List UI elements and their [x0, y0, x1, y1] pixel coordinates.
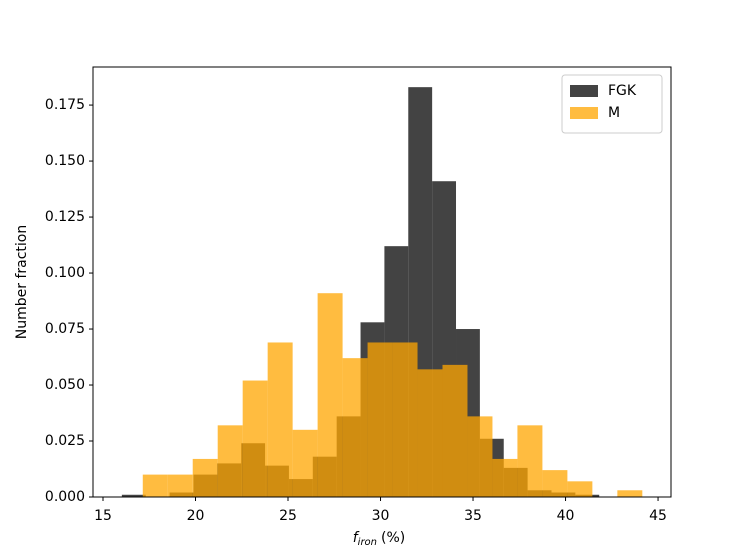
legend-label: FGK — [608, 83, 637, 99]
x-tick-label: 30 — [372, 508, 390, 524]
x-label-subscript: iron — [358, 537, 377, 548]
y-tick-label: 0.025 — [45, 433, 85, 449]
hist-bar — [517, 425, 543, 497]
hist-bar — [367, 342, 393, 497]
hist-bar — [567, 481, 593, 497]
hist-bar — [142, 474, 168, 497]
y-axis-label: Number fraction — [14, 225, 30, 339]
x-label-symbol: f — [353, 530, 360, 546]
y-tick-label: 0.150 — [45, 153, 85, 169]
x-label-unit: (%) — [381, 530, 405, 546]
hist-bar — [167, 474, 193, 497]
hist-bar — [267, 342, 293, 497]
legend-swatch — [570, 107, 598, 119]
legend-swatch — [570, 85, 598, 97]
hist-bar — [217, 425, 243, 497]
hist-bar — [467, 416, 493, 497]
hist-bar — [317, 293, 343, 497]
hist-bar — [342, 358, 368, 497]
legend-label: M — [608, 105, 620, 121]
hist-bar — [417, 369, 443, 497]
x-tick-label: 20 — [187, 508, 205, 524]
x-tick-label: 40 — [557, 508, 575, 524]
y-tick-label: 0.050 — [45, 377, 85, 393]
hist-bar — [442, 364, 468, 497]
y-tick-label: 0.075 — [45, 321, 85, 337]
hist-bar — [242, 380, 268, 497]
hist-bar — [492, 458, 518, 497]
plot-frame — [92, 66, 672, 498]
y-tick-label: 0.000 — [45, 489, 85, 505]
x-axis-label: firon (%) — [353, 530, 406, 548]
x-tick-label: 25 — [279, 508, 297, 524]
y-tick-label: 0.125 — [45, 209, 85, 225]
x-tick-label: 35 — [464, 508, 482, 524]
hist-bar — [617, 490, 643, 497]
hist-bar — [192, 458, 218, 497]
y-tick-label: 0.175 — [45, 97, 85, 113]
x-tick-label: 45 — [649, 508, 667, 524]
hist-bar — [292, 429, 318, 497]
x-tick-label: 15 — [94, 508, 112, 524]
hist-bar — [121, 494, 146, 497]
hist-bar — [542, 470, 568, 497]
hist-bar — [392, 342, 418, 497]
y-tick-label: 0.100 — [45, 265, 85, 281]
